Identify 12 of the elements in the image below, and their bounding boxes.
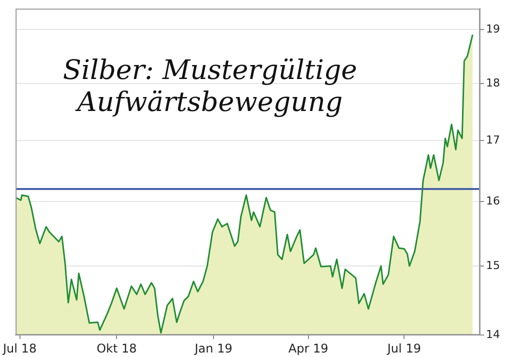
y-tick-label: 15: [486, 258, 500, 272]
x-tick-label: Jul 19: [386, 341, 421, 356]
y-tick-label: 18: [486, 76, 500, 90]
text: Silber: Mustergültige Aufwärtsbewegung: [62, 55, 358, 118]
x-tick-label: Apr 19: [288, 341, 328, 356]
y-tick-label: 16: [486, 194, 500, 208]
x-tick-label: Jul 18: [2, 341, 37, 356]
x-tick-label: Okt 18: [96, 341, 137, 356]
y-tick-label: 19: [486, 22, 500, 36]
y-tick-label: 14: [486, 328, 500, 341]
y-tick-label: 17: [486, 134, 500, 147]
x-tick-label: Jan 19: [194, 341, 232, 356]
